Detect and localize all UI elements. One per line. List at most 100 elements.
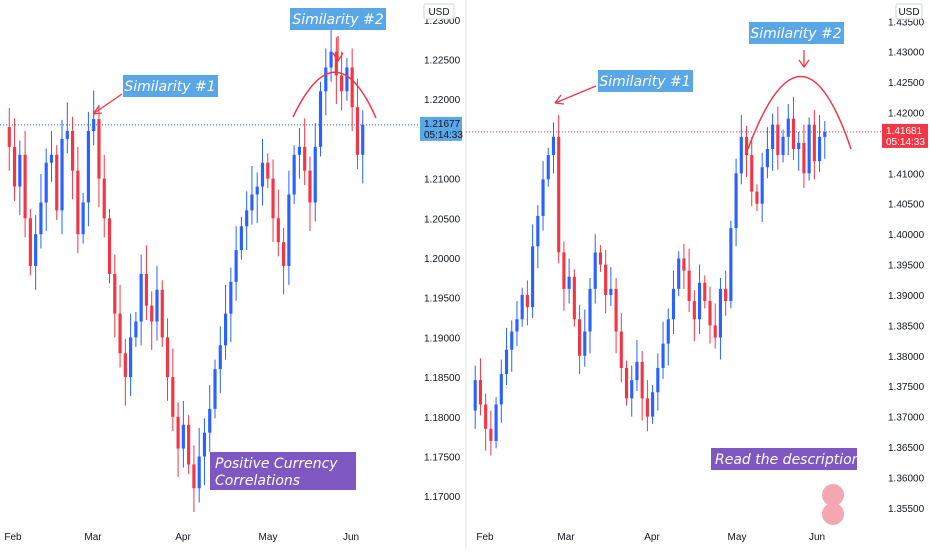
candle-up	[718, 288, 722, 338]
candle-up	[181, 424, 185, 449]
left-similarity-1-callout: Similarity #1	[92, 75, 218, 115]
candle-down	[713, 325, 717, 338]
candle-down	[604, 264, 608, 295]
candle-down	[308, 170, 312, 203]
watermark-logo	[822, 484, 844, 525]
left-similarity-2-label: Similarity #2	[292, 12, 383, 28]
candle-down	[557, 136, 561, 253]
candle-up	[223, 313, 228, 346]
candle-down	[776, 124, 780, 156]
candle-up	[656, 367, 660, 393]
candle-up	[797, 142, 801, 150]
candle-up	[510, 331, 514, 350]
candle-up	[729, 228, 733, 302]
candle-up	[134, 321, 138, 338]
candle-down	[802, 142, 806, 174]
y-tick-label: 1.35500	[888, 504, 925, 515]
candle-up	[329, 51, 333, 68]
y-tick-label: 1.39500	[888, 261, 925, 272]
y-tick-label: 1.19000	[424, 333, 461, 344]
x-tick-label: Mar	[84, 532, 102, 543]
candle-up	[49, 154, 54, 163]
candle-up	[234, 250, 238, 282]
x-tick-label: Jun	[343, 532, 359, 543]
x-tick-label: Feb	[476, 532, 494, 543]
candle-down	[118, 313, 122, 354]
x-tick-label: Feb	[4, 532, 22, 543]
candle-up	[609, 288, 613, 295]
candle-up	[739, 136, 743, 174]
y-tick-label: 1.18500	[424, 373, 461, 384]
y-tick-label: 1.42500	[888, 78, 925, 89]
y-tick-label: 1.17500	[424, 452, 461, 463]
candle-up	[239, 226, 243, 251]
x-tick-label: Mar	[557, 532, 575, 543]
y-tick-label: 1.19500	[424, 294, 461, 305]
candle-up	[494, 404, 498, 441]
right-note: Read the description	[711, 448, 861, 470]
candle-up	[567, 276, 571, 289]
y-tick-label: 1.38500	[888, 321, 925, 332]
candle-up	[18, 154, 22, 187]
y-tick-label: 1.41000	[888, 169, 925, 180]
candle-down	[578, 319, 582, 356]
right-top-arc	[747, 75, 852, 150]
candle-up	[651, 392, 655, 417]
candle-up	[807, 124, 811, 174]
candle-down	[755, 191, 759, 204]
candle-up	[734, 173, 738, 229]
left-price-axis: 1.23000 1.22500 1.22000 1.21000 1.20500 1.200…	[424, 16, 461, 503]
y-tick-label: 1.37000	[888, 413, 925, 424]
right-similarity-1-box	[598, 70, 693, 92]
candle-down	[55, 154, 59, 211]
right-currency-badge[interactable]	[895, 3, 923, 20]
right-note-box	[711, 448, 857, 470]
y-tick-label: 1.22500	[424, 56, 461, 67]
candle-up	[593, 252, 597, 289]
right-similarity-2-callout: Similarity #2	[747, 22, 852, 150]
left-note-box	[210, 452, 356, 490]
x-tick-label: Jun	[809, 532, 825, 543]
left-similarity-1-box	[123, 75, 218, 97]
candle-up	[155, 289, 159, 322]
right-arrow-head-2	[798, 59, 810, 69]
candle-down	[489, 428, 493, 441]
candle-up	[250, 194, 254, 211]
candle-down	[113, 273, 117, 314]
candle-up	[313, 146, 317, 203]
left-arrow-head-1	[92, 105, 103, 115]
candle-up	[39, 202, 43, 235]
candle-up	[588, 288, 592, 332]
left-currency-badge[interactable]	[423, 3, 455, 20]
y-tick-label: 1.42000	[888, 109, 925, 120]
y-tick-label: 1.22000	[424, 95, 461, 106]
candle-down	[645, 398, 649, 417]
candle-up	[292, 154, 296, 195]
y-tick-label: 1.43000	[888, 48, 925, 59]
candle-up	[515, 319, 519, 332]
candle-up	[499, 374, 503, 405]
candle-up	[86, 130, 90, 203]
candle-up	[65, 130, 69, 139]
candle-down	[7, 127, 11, 147]
candle-up	[245, 210, 249, 227]
y-tick-label: 1.18000	[424, 413, 461, 424]
left-note-line-2: Correlations	[215, 473, 300, 489]
candle-down	[525, 294, 529, 308]
candle-down	[708, 301, 712, 326]
candle-down	[12, 146, 17, 187]
y-tick-label: 1.37500	[888, 382, 925, 393]
candle-down	[750, 155, 754, 192]
candle-up	[218, 345, 222, 370]
left-price-tag-box	[420, 116, 462, 141]
candle-up	[92, 119, 96, 131]
candle-down	[744, 136, 749, 156]
left-top-arc	[292, 71, 377, 119]
candle-down	[76, 170, 80, 235]
candle-down	[28, 218, 32, 266]
right-similarity-1-label: Similarity #1	[599, 74, 690, 90]
right-countdown: 05:14:33	[886, 137, 925, 148]
candle-up	[818, 136, 822, 162]
candle-up	[208, 408, 212, 433]
candle-down	[171, 377, 175, 417]
